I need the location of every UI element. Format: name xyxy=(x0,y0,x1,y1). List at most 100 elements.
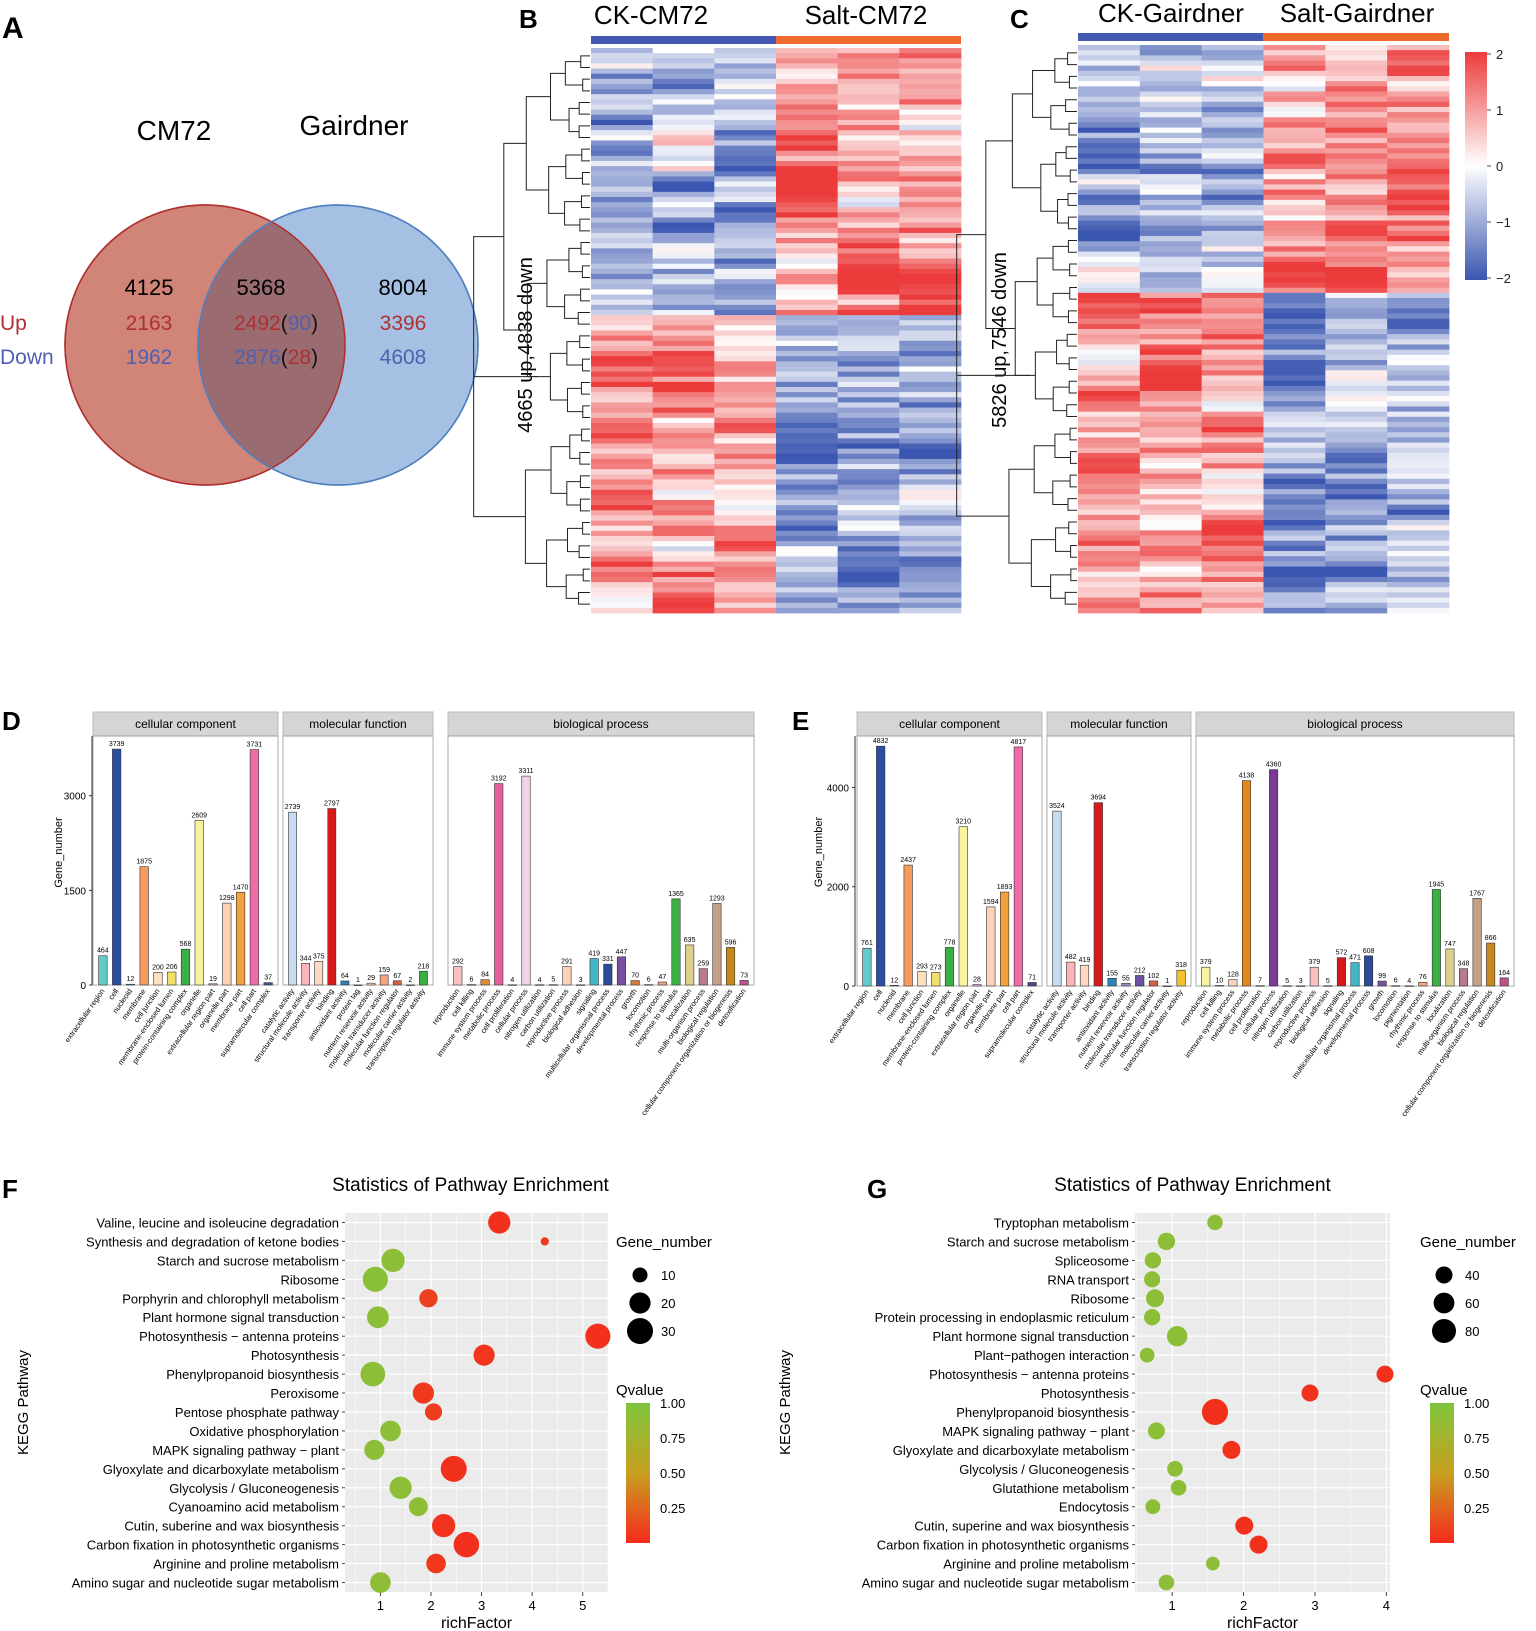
heatmap-cell xyxy=(1139,390,1203,397)
go-bar xyxy=(1445,948,1455,987)
heatmap-cell xyxy=(837,53,900,59)
heatmap-cell xyxy=(837,541,900,547)
heatmap-cell xyxy=(1325,447,1388,454)
heatmap-cell xyxy=(776,94,839,100)
heatmap-cell xyxy=(1387,437,1450,443)
heatmap-cell xyxy=(1201,478,1264,485)
heatmap-cell xyxy=(1387,365,1450,371)
heatmap-cell xyxy=(1201,174,1264,180)
heatmap-cell xyxy=(837,371,900,378)
dendrogram-branch xyxy=(1068,380,1077,394)
go-bar-value: 2437 xyxy=(900,857,916,864)
heatmap-cell xyxy=(899,253,962,259)
heatmap-cell xyxy=(1387,220,1450,227)
heatmap-cell xyxy=(899,325,962,331)
heatmap-cell xyxy=(1201,65,1264,72)
heatmap-cell xyxy=(1387,359,1450,366)
colorbar-tick-label: 1 xyxy=(1496,103,1503,118)
heatmap-cell xyxy=(652,561,715,568)
heatmap-cell xyxy=(1139,292,1203,299)
heatmap-cell xyxy=(1325,468,1388,474)
heatmap-cell xyxy=(776,484,839,491)
heatmap-cell xyxy=(591,366,654,372)
dendrogram-branch xyxy=(1067,216,1077,230)
heatmap-cell xyxy=(1139,205,1203,211)
heatmap-cell xyxy=(1078,463,1141,469)
heatmap-cell xyxy=(1387,582,1450,588)
heatmap-cell xyxy=(899,309,962,316)
heatmap-cell xyxy=(652,464,715,470)
heatmap-cell xyxy=(837,48,900,54)
heatmap-cell xyxy=(591,428,654,434)
heatmap-cell xyxy=(899,582,962,588)
heatmap-cell xyxy=(776,464,839,470)
heatmap-cell xyxy=(899,294,962,301)
heatmap-cell xyxy=(1139,545,1203,552)
heatmap-cell xyxy=(837,99,900,105)
go-bar-value: 5 xyxy=(1326,978,1330,985)
heatmap-cell xyxy=(652,356,715,362)
heatmap-cell xyxy=(899,561,962,568)
heatmap-cell xyxy=(776,114,839,121)
heatmap-cell xyxy=(776,207,839,213)
heatmap-cell xyxy=(1263,318,1326,325)
kegg-point xyxy=(585,1323,611,1349)
heatmap-cell xyxy=(1387,427,1450,433)
venn-right-up: 3396 xyxy=(380,312,427,335)
go-bar xyxy=(1404,985,1414,987)
heatmap-cell xyxy=(714,135,777,141)
heatmap-cell xyxy=(1263,385,1326,392)
dendrogram-branch xyxy=(565,574,584,599)
heatmap-cell xyxy=(714,161,777,167)
heatmap-cell xyxy=(1139,158,1203,165)
go-bar-value: 596 xyxy=(725,939,737,946)
heatmap-cell xyxy=(1387,592,1450,598)
heatmap-cell xyxy=(1078,458,1141,464)
heatmap-cell xyxy=(714,500,777,506)
heatmap-cell xyxy=(837,258,900,265)
heatmap-cell xyxy=(1387,174,1450,180)
heatmap-cell xyxy=(714,356,777,362)
kegg-color-legend-label: 0.50 xyxy=(660,1466,685,1481)
go-bar xyxy=(1093,802,1103,987)
heatmap-cell xyxy=(591,48,654,54)
heatmap-cell xyxy=(652,73,715,80)
kegg-point xyxy=(1235,1516,1254,1535)
dendrogram-branch xyxy=(1036,257,1054,306)
dendrogram-branch xyxy=(1067,193,1077,206)
heatmap-cell xyxy=(714,227,777,234)
heatmap-cell xyxy=(1201,442,1264,449)
heatmap-cell xyxy=(1201,81,1264,87)
kegg-color-legend-title: Qvalue xyxy=(1420,1382,1468,1399)
go-bar xyxy=(876,745,886,987)
heatmap-cell xyxy=(837,458,900,465)
heatmap-cell xyxy=(1078,390,1141,397)
heatmap-cell xyxy=(899,274,962,280)
heatmap-cell xyxy=(1139,499,1203,505)
heatmap-cell xyxy=(714,176,777,182)
heatmap-cell xyxy=(899,489,962,496)
heatmap-cell xyxy=(899,48,962,54)
heatmap-cell xyxy=(714,279,777,285)
heatmap-cell xyxy=(776,166,839,172)
heatmap-cell xyxy=(1201,401,1264,407)
heatmap-cell xyxy=(714,402,777,408)
venn-row-down: Down xyxy=(0,346,54,369)
heatmap-cell xyxy=(837,422,900,429)
heatmap-cell xyxy=(1263,452,1326,459)
heatmap-cell xyxy=(591,479,654,485)
heatmap-cell xyxy=(1387,215,1450,221)
heatmap-cell xyxy=(1201,106,1264,113)
heatmap-cell xyxy=(1263,210,1326,216)
heatmap-cell xyxy=(714,556,777,563)
go-bar-value: 1875 xyxy=(136,859,152,866)
go-bar-value: 3 xyxy=(579,977,583,984)
kegg-pathway-label: Spliceosome xyxy=(1055,1253,1129,1268)
heatmap-cell xyxy=(1263,256,1326,263)
heatmap-cell xyxy=(1325,442,1388,449)
venn-left-up: 2163 xyxy=(126,312,173,335)
heatmap-cell xyxy=(1078,323,1141,330)
heatmap-cell xyxy=(714,561,777,568)
kegg-pathway-label: Endocytosis xyxy=(1059,1500,1130,1515)
kegg-plot-bg xyxy=(345,1213,608,1592)
